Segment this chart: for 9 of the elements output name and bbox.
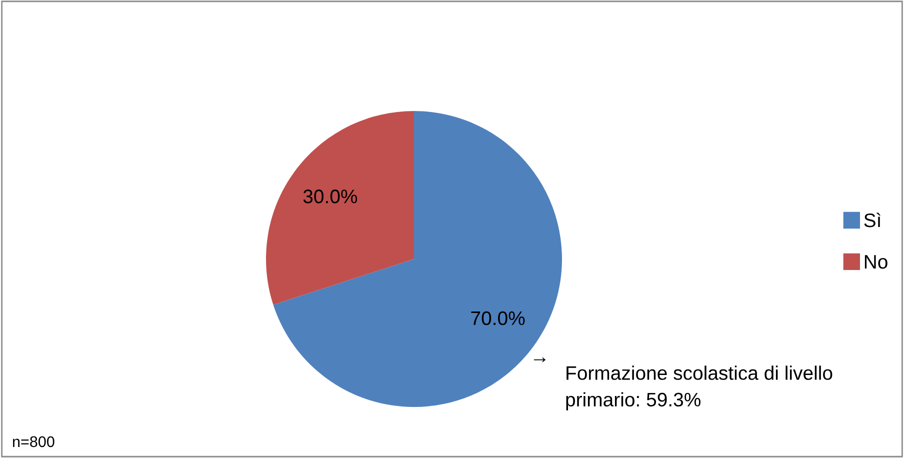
- pie-slice: [266, 111, 414, 305]
- text: n=800: [13, 436, 54, 448]
- text: →: [534, 358, 546, 362]
- data-label: 30.0%: [303, 190, 358, 204]
- legend-label: No: [864, 255, 888, 269]
- pie-slice: [273, 111, 562, 407]
- text: Formazione scolastica di livello primario: 59.3%: [566, 366, 832, 410]
- data-label: 70.0%: [471, 311, 525, 326]
- legend-label: Sì: [864, 212, 880, 228]
